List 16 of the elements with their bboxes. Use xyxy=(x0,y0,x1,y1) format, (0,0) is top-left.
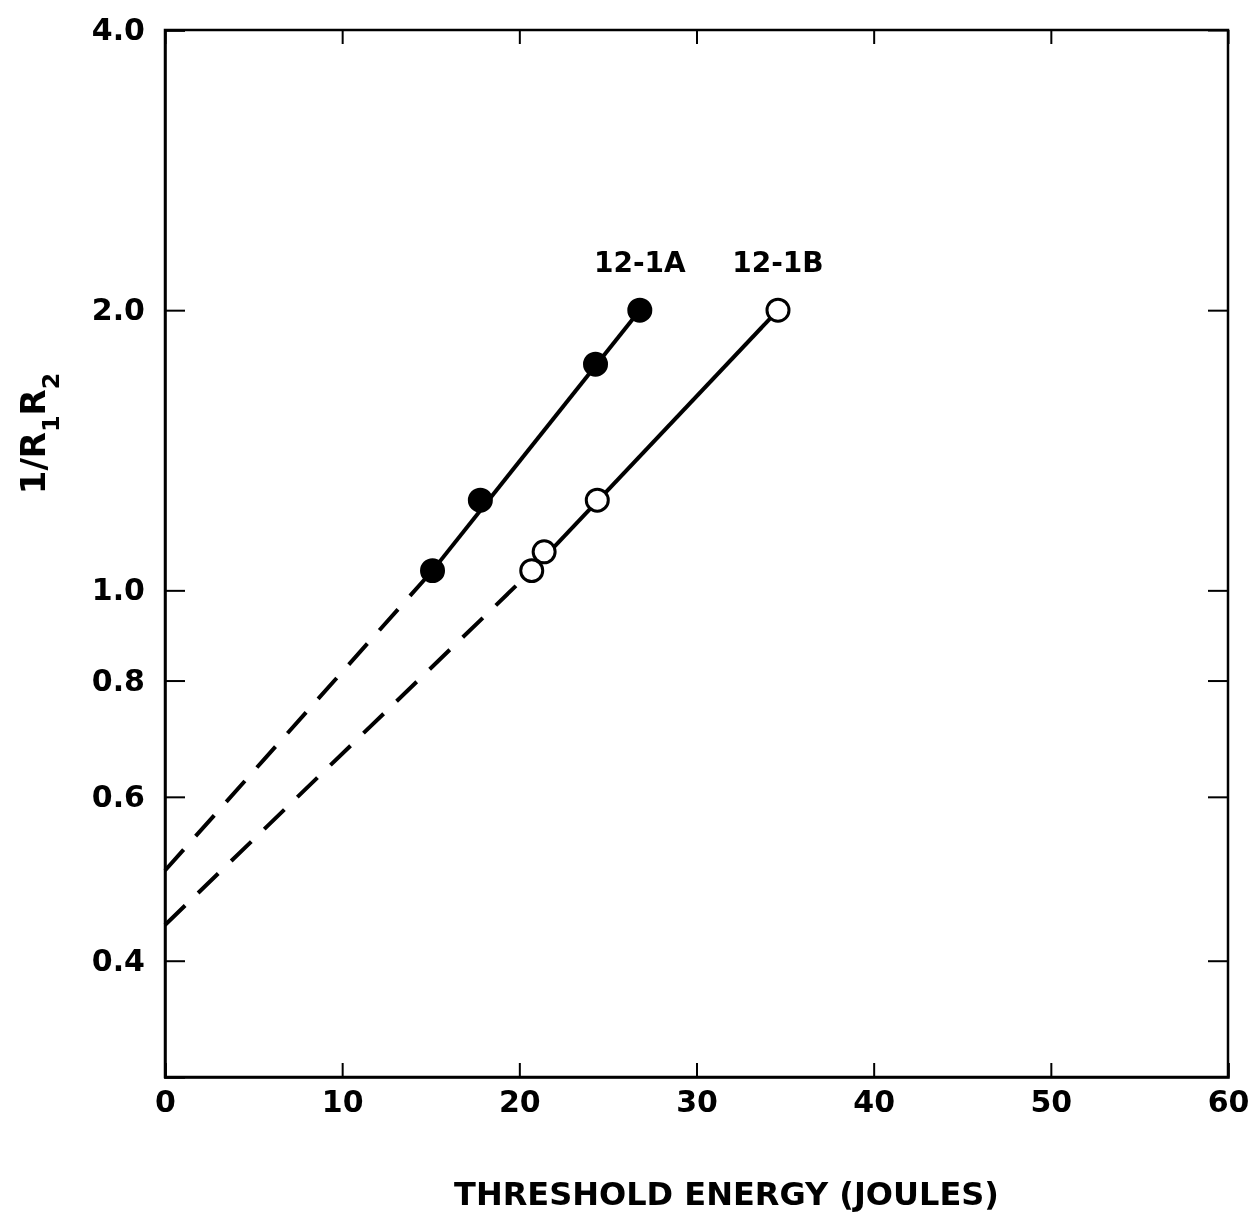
x-axis-title: THRESHOLD ENERGY (JOULES) xyxy=(454,1175,999,1213)
x-tick-label: 30 xyxy=(676,1084,718,1120)
y-tick-label: 2.0 xyxy=(91,292,145,328)
y-tick-label: 0.8 xyxy=(91,662,145,698)
x-tick-label: 40 xyxy=(853,1084,896,1120)
x-tick-label: 20 xyxy=(498,1084,541,1120)
x-tick-label: 0 xyxy=(155,1084,176,1120)
series-label: 12-1B xyxy=(732,246,824,280)
x-tick-label: 60 xyxy=(1207,1084,1250,1120)
y-tick-label: 1.0 xyxy=(91,572,145,608)
series-label: 12-1A xyxy=(593,246,686,280)
x-tick-label: 50 xyxy=(1030,1084,1073,1120)
y-tick-label: 0.6 xyxy=(91,778,145,814)
y-tick-label: 4.0 xyxy=(91,12,145,48)
x-tick-label: 10 xyxy=(321,1084,364,1120)
y-tick-label: 0.4 xyxy=(91,942,145,978)
